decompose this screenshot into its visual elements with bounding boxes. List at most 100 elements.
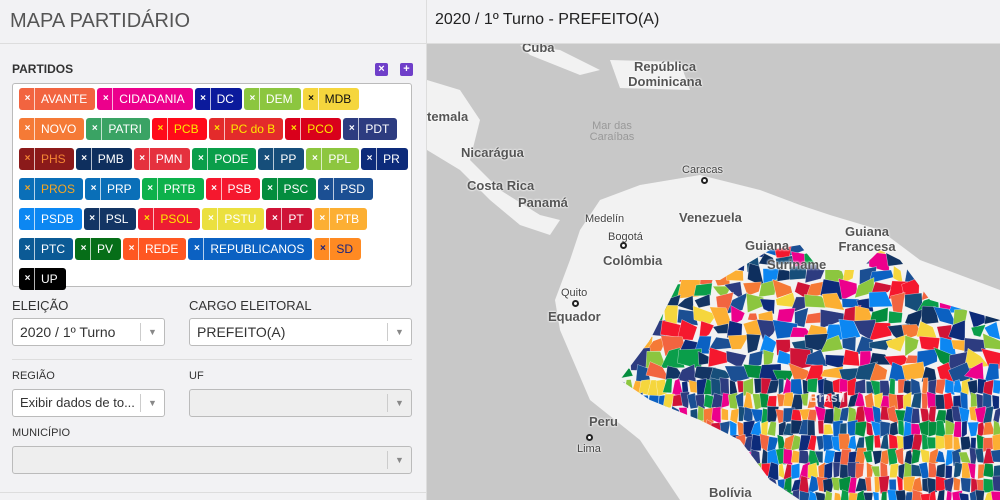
municipality[interactable]: [694, 293, 711, 308]
party-tag[interactable]: × PDT: [343, 118, 398, 140]
region-select[interactable]: Exibir dados de to... ▼: [12, 389, 165, 417]
municipality[interactable]: [921, 305, 939, 325]
remove-party-icon[interactable]: ×: [343, 118, 360, 140]
municipality[interactable]: [928, 490, 937, 500]
municipality[interactable]: [616, 461, 625, 481]
municipality[interactable]: [807, 434, 817, 452]
municipality[interactable]: [775, 254, 797, 265]
party-tag[interactable]: × UP: [19, 268, 66, 290]
municipality[interactable]: [677, 319, 698, 341]
municipality[interactable]: [807, 419, 816, 438]
remove-party-icon[interactable]: ×: [123, 238, 140, 260]
municipality[interactable]: [800, 392, 809, 406]
municipality[interactable]: [970, 324, 986, 338]
remove-party-icon[interactable]: ×: [244, 88, 260, 110]
municipality[interactable]: [910, 408, 921, 424]
remove-party-icon[interactable]: ×: [85, 178, 102, 200]
municipality[interactable]: [807, 409, 818, 422]
municipality[interactable]: [961, 420, 968, 439]
municipality[interactable]: [990, 449, 1000, 463]
municipality[interactable]: [885, 334, 908, 352]
municipality[interactable]: [639, 461, 650, 480]
municipality[interactable]: [759, 298, 775, 315]
municipality[interactable]: [763, 349, 775, 367]
remove-party-icon[interactable]: ×: [314, 208, 330, 230]
municipality[interactable]: [624, 463, 636, 481]
municipality[interactable]: [869, 322, 892, 341]
party-tag[interactable]: × PSDB: [19, 208, 82, 230]
party-tag[interactable]: × PCO: [285, 118, 342, 140]
municipality[interactable]: [982, 333, 1000, 350]
municipality[interactable]: [980, 267, 1000, 282]
remove-party-icon[interactable]: ×: [202, 208, 219, 230]
municipality[interactable]: [953, 461, 964, 479]
remove-party-icon[interactable]: ×: [19, 178, 35, 200]
municipality[interactable]: [895, 489, 908, 500]
party-tag[interactable]: × NOVO: [19, 118, 85, 140]
remove-party-icon[interactable]: ×: [262, 178, 278, 200]
municipality[interactable]: [616, 435, 626, 453]
municipality[interactable]: [920, 493, 932, 500]
municipality[interactable]: [820, 334, 844, 353]
remove-party-icon[interactable]: ×: [75, 238, 91, 260]
municipality[interactable]: [662, 393, 675, 410]
remove-party-icon[interactable]: ×: [266, 208, 283, 230]
municipality[interactable]: [983, 237, 1000, 256]
municipality[interactable]: [919, 240, 942, 256]
municipality[interactable]: [939, 255, 951, 268]
uf-select[interactable]: ▼: [189, 389, 412, 417]
municipality[interactable]: [948, 362, 974, 383]
municipality[interactable]: [872, 491, 880, 500]
municipality[interactable]: [918, 461, 930, 479]
party-tag[interactable]: × PROS: [19, 178, 84, 200]
municipality[interactable]: [839, 391, 848, 409]
municipality[interactable]: [817, 419, 824, 435]
municipality[interactable]: [889, 463, 899, 478]
municipality[interactable]: [616, 450, 627, 466]
municipality[interactable]: [898, 463, 906, 481]
municipality[interactable]: [805, 349, 828, 367]
municipality[interactable]: [838, 319, 861, 341]
party-tag[interactable]: × SD: [314, 238, 362, 260]
municipality[interactable]: [730, 305, 746, 326]
remove-party-icon[interactable]: ×: [19, 88, 35, 110]
municipality[interactable]: [888, 433, 900, 450]
party-tag[interactable]: × PR: [361, 148, 408, 170]
municipality[interactable]: [863, 492, 874, 500]
municipality[interactable]: [935, 378, 947, 395]
party-tag[interactable]: × PMB: [75, 148, 132, 170]
municipality[interactable]: [822, 434, 834, 452]
election-select[interactable]: 2020 / 1º Turno ▼: [12, 318, 165, 346]
party-tag[interactable]: × PSOL: [138, 208, 201, 230]
municipality[interactable]: [654, 476, 667, 495]
party-tag[interactable]: × PT: [266, 208, 312, 230]
remove-party-icon[interactable]: ×: [19, 208, 35, 230]
municipality[interactable]: [926, 477, 938, 495]
remove-party-icon[interactable]: ×: [285, 118, 302, 140]
municipality[interactable]: [631, 476, 643, 492]
remove-party-icon[interactable]: ×: [188, 238, 205, 260]
municipality[interactable]: [776, 307, 796, 323]
municipality[interactable]: [904, 335, 919, 357]
remove-party-icon[interactable]: ×: [97, 88, 114, 110]
municipality[interactable]: [735, 391, 744, 410]
municipality[interactable]: [958, 406, 970, 425]
remove-party-icon[interactable]: ×: [138, 208, 155, 230]
municipality[interactable]: [863, 450, 873, 463]
municipality[interactable]: [708, 347, 733, 368]
municipality[interactable]: [854, 462, 865, 480]
municipality[interactable]: [944, 419, 956, 438]
municipality[interactable]: [697, 350, 709, 366]
municipality[interactable]: [990, 491, 1000, 500]
municipality[interactable]: [982, 251, 1000, 272]
municipality[interactable]: [758, 279, 778, 298]
remove-party-icon[interactable]: ×: [206, 178, 222, 200]
municipality[interactable]: [623, 490, 635, 500]
municipality[interactable]: [992, 475, 1000, 492]
remove-party-icon[interactable]: ×: [258, 148, 275, 170]
municipality[interactable]: [982, 463, 995, 478]
party-tag[interactable]: × PSTU: [202, 208, 265, 230]
remove-party-icon[interactable]: ×: [314, 238, 331, 260]
municipality[interactable]: [746, 333, 761, 354]
municipality[interactable]: [814, 405, 827, 425]
